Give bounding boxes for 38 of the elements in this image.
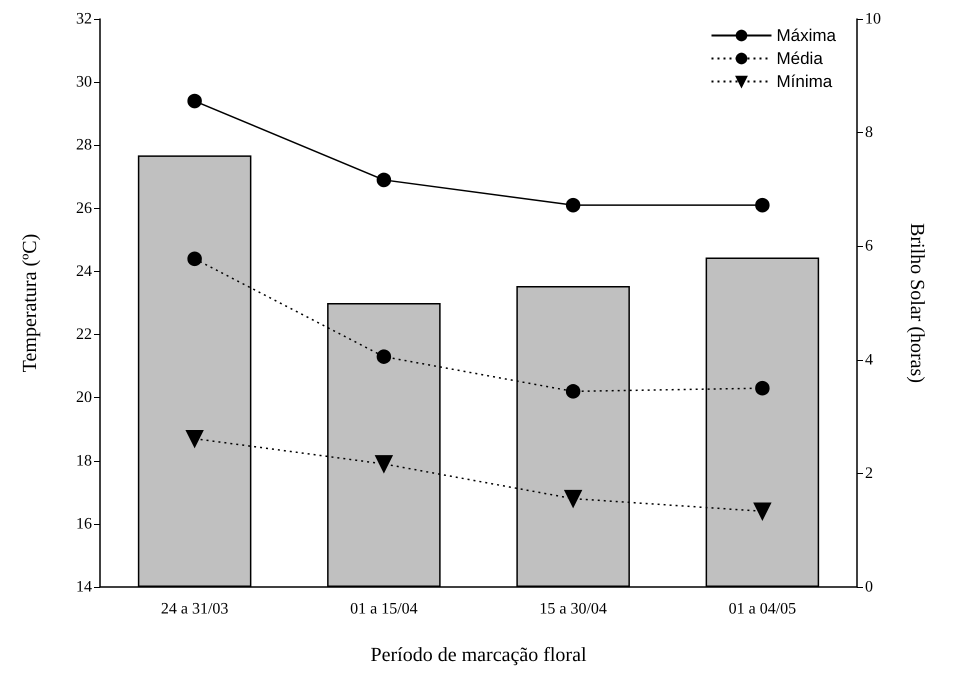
- y2-tick-label: 0: [865, 578, 873, 596]
- legend-label: Mínima: [776, 72, 833, 91]
- point: [375, 455, 393, 473]
- point: [755, 380, 770, 396]
- y-tick-label: 14: [76, 578, 92, 596]
- point: [187, 94, 202, 108]
- legend-label: Média: [776, 49, 824, 68]
- point: [754, 502, 772, 520]
- x-tick-label: 01 a 15/04: [350, 600, 418, 618]
- point: [566, 384, 580, 399]
- y2-tick-label: 2: [865, 464, 873, 482]
- y-tick-label: 22: [76, 326, 92, 344]
- legend-label: Máxima: [776, 26, 837, 45]
- y-tick-label: 32: [76, 10, 92, 28]
- x-tick-label: 01 a 04/05: [728, 600, 796, 618]
- x-axis-title: Período de marcação floral: [370, 644, 587, 666]
- point: [186, 430, 204, 448]
- y-tick-label: 18: [76, 452, 92, 470]
- x-tick-label: 24 a 31/03: [160, 600, 228, 618]
- y-tick-label: 26: [76, 200, 92, 217]
- y2-axis-title: Brilho Solar (horas): [906, 223, 928, 383]
- point: [566, 198, 580, 212]
- y-tick-label: 20: [76, 389, 92, 406]
- y2-tick-label: 4: [865, 351, 873, 368]
- point: [755, 198, 770, 212]
- y-tick-label: 28: [76, 136, 92, 154]
- y-tick-label: 24: [76, 262, 92, 280]
- point: [187, 252, 202, 266]
- y2-tick-label: 8: [865, 124, 873, 142]
- y-tick-label: 16: [76, 515, 92, 532]
- point: [376, 172, 392, 188]
- x-tick-label: 15 a 30/04: [539, 600, 607, 618]
- y-tick-label: 30: [76, 74, 92, 91]
- y2-tick-label: 6: [865, 238, 873, 255]
- point: [376, 349, 392, 364]
- y2-tick-label: 10: [865, 10, 881, 28]
- point: [564, 490, 582, 508]
- y-axis-title: Temperatura (ºC): [19, 234, 41, 372]
